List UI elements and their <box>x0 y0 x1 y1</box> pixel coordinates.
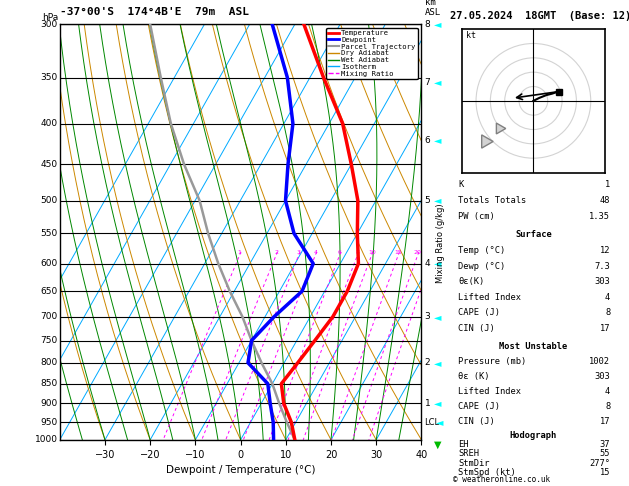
Text: 55: 55 <box>600 450 610 458</box>
Text: 8: 8 <box>605 309 610 317</box>
Text: 850: 850 <box>41 379 58 388</box>
Text: Totals Totals: Totals Totals <box>458 196 526 205</box>
Text: ◄: ◄ <box>434 358 442 368</box>
Text: StmSpd (kt): StmSpd (kt) <box>458 468 516 477</box>
Text: 950: 950 <box>41 417 58 427</box>
Text: 27.05.2024  18GMT  (Base: 12): 27.05.2024 18GMT (Base: 12) <box>450 11 629 21</box>
Text: 303: 303 <box>594 277 610 286</box>
X-axis label: Dewpoint / Temperature (°C): Dewpoint / Temperature (°C) <box>166 465 315 475</box>
Text: Dewp (°C): Dewp (°C) <box>458 261 506 271</box>
Text: 500: 500 <box>41 196 58 205</box>
Text: 5: 5 <box>425 196 430 205</box>
Text: ◄: ◄ <box>434 77 442 87</box>
Text: 10: 10 <box>368 250 376 255</box>
Text: Mixing Ratio (g/kg): Mixing Ratio (g/kg) <box>436 203 445 283</box>
Text: 1: 1 <box>425 399 430 408</box>
Legend: Temperature, Dewpoint, Parcel Trajectory, Dry Adiabat, Wet Adiabat, Isotherm, Mi: Temperature, Dewpoint, Parcel Trajectory… <box>326 28 418 79</box>
Text: © weatheronline.co.uk: © weatheronline.co.uk <box>453 474 550 484</box>
Text: SREH: SREH <box>458 450 479 458</box>
Text: 17: 17 <box>600 324 610 333</box>
Text: Temp (°C): Temp (°C) <box>458 246 506 255</box>
Text: 277°: 277° <box>589 459 610 468</box>
Text: 300: 300 <box>41 20 58 29</box>
Text: PW (cm): PW (cm) <box>458 212 495 221</box>
Text: Surface: Surface <box>515 230 552 239</box>
Text: 700: 700 <box>41 312 58 321</box>
Text: 600: 600 <box>41 259 58 268</box>
Text: 37: 37 <box>600 440 610 449</box>
Text: 400: 400 <box>41 119 58 128</box>
Text: 6: 6 <box>338 250 342 255</box>
Text: 900: 900 <box>41 399 58 408</box>
Text: 48: 48 <box>600 196 610 205</box>
Text: Lifted Index: Lifted Index <box>458 387 521 396</box>
Text: Most Unstable: Most Unstable <box>499 342 567 351</box>
Text: 6: 6 <box>425 136 430 145</box>
Text: 4: 4 <box>605 387 610 396</box>
Text: 1000: 1000 <box>35 435 58 444</box>
Text: 8: 8 <box>355 250 360 255</box>
Text: 15: 15 <box>600 468 610 477</box>
Text: 1: 1 <box>605 179 610 189</box>
Text: ◄: ◄ <box>434 312 442 322</box>
Text: 8: 8 <box>425 20 430 29</box>
Text: 550: 550 <box>41 229 58 238</box>
Text: 2: 2 <box>274 250 278 255</box>
Text: 8: 8 <box>605 401 610 411</box>
Text: Lifted Index: Lifted Index <box>458 293 521 302</box>
Text: 1002: 1002 <box>589 357 610 366</box>
Text: ◄: ◄ <box>434 19 442 29</box>
Text: LCL: LCL <box>425 417 440 427</box>
Text: 4: 4 <box>313 250 318 255</box>
Text: 17: 17 <box>600 417 610 426</box>
Text: hPa: hPa <box>42 13 58 22</box>
Text: ◄: ◄ <box>434 195 442 206</box>
Text: Hodograph: Hodograph <box>509 431 557 440</box>
Text: StmDir: StmDir <box>458 459 489 468</box>
Text: km
ASL: km ASL <box>425 0 441 17</box>
Text: 12: 12 <box>600 246 610 255</box>
Text: kt: kt <box>466 31 476 40</box>
Text: 7: 7 <box>425 78 430 87</box>
Text: ◄: ◄ <box>434 259 442 269</box>
Text: 3: 3 <box>425 312 430 321</box>
Text: θε (K): θε (K) <box>458 372 489 381</box>
Text: 450: 450 <box>41 160 58 169</box>
Text: 3: 3 <box>297 250 301 255</box>
Text: 1.35: 1.35 <box>589 212 610 221</box>
Text: 7.3: 7.3 <box>594 261 610 271</box>
Text: θε(K): θε(K) <box>458 277 484 286</box>
Text: 20: 20 <box>414 250 422 255</box>
Text: EH: EH <box>458 440 469 449</box>
Text: CAPE (J): CAPE (J) <box>458 401 500 411</box>
Text: ▼: ▼ <box>434 440 442 450</box>
Text: ◄: ◄ <box>434 399 442 408</box>
Text: 4: 4 <box>425 259 430 268</box>
Text: 303: 303 <box>594 372 610 381</box>
Text: -37°00'S  174°4B'E  79m  ASL: -37°00'S 174°4B'E 79m ASL <box>60 7 248 17</box>
Text: 2: 2 <box>425 358 430 367</box>
Text: CIN (J): CIN (J) <box>458 324 495 333</box>
Text: 1: 1 <box>238 250 242 255</box>
Text: 350: 350 <box>41 73 58 82</box>
Text: 800: 800 <box>41 358 58 367</box>
Text: 4: 4 <box>605 293 610 302</box>
Text: CAPE (J): CAPE (J) <box>458 309 500 317</box>
Text: 15: 15 <box>394 250 402 255</box>
Text: CIN (J): CIN (J) <box>458 417 495 426</box>
Text: ◄: ◄ <box>434 136 442 145</box>
Text: 650: 650 <box>41 287 58 295</box>
Text: 750: 750 <box>41 336 58 345</box>
Text: Pressure (mb): Pressure (mb) <box>458 357 526 366</box>
Text: ◄: ◄ <box>436 417 443 427</box>
Text: K: K <box>458 179 464 189</box>
